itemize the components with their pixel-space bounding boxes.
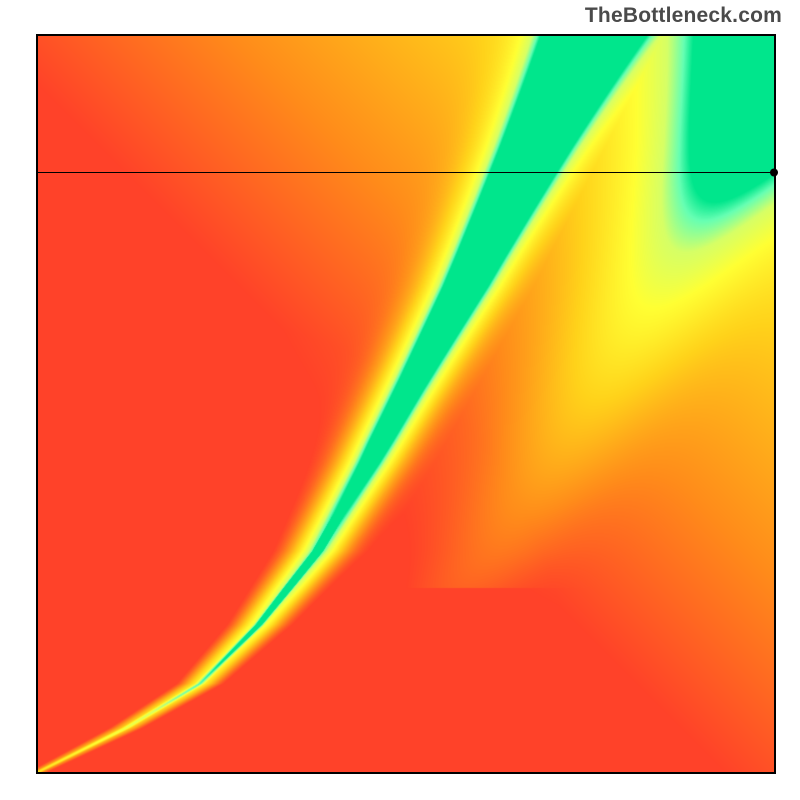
heatmap-canvas — [38, 36, 774, 772]
watermark-text: TheBottleneck.com — [585, 4, 782, 28]
horizontal-marker-dot — [770, 169, 778, 177]
horizontal-marker-line — [38, 172, 774, 173]
plot-frame — [36, 34, 776, 774]
